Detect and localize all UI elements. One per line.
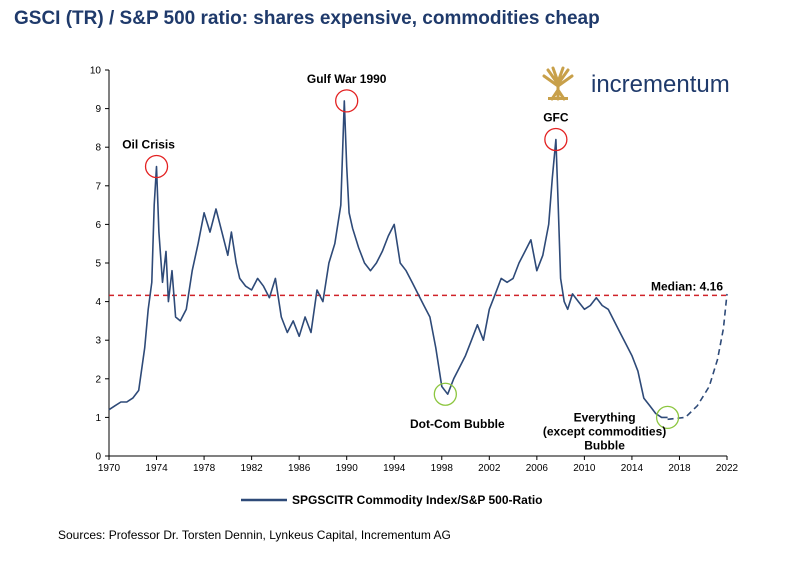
x-tick-label: 1998 [431, 463, 454, 474]
x-tick-label: 2006 [526, 463, 549, 474]
annotation-label-line: (except commodities) [543, 424, 666, 438]
projection-line [667, 293, 728, 421]
y-tick-label: 0 [95, 452, 101, 463]
x-tick-label: 1978 [193, 463, 216, 474]
y-tick-label: 9 [95, 104, 101, 115]
annotation-label: Gulf War 1990 [307, 72, 387, 86]
annotation-label: Dot-Com Bubble [410, 417, 505, 431]
logo: incrementum [542, 66, 730, 101]
annotation-label: Everything (except commodities) Bubble [543, 410, 666, 452]
x-tick-label: 1994 [383, 463, 406, 474]
annotation-circle [144, 154, 169, 179]
y-tick-label: 7 [95, 181, 101, 192]
legend: SPGSCITR Commodity Index/S&P 500-Ratio [241, 493, 543, 507]
series-line [108, 100, 668, 419]
y-tick-label: 2 [95, 374, 101, 385]
x-tick-label: 2022 [716, 463, 739, 474]
chart-title: GSCI (TR) / S&P 500 ratio: shares expens… [14, 8, 600, 29]
annotation-label-line: GFC [543, 110, 569, 124]
annotation-label: Oil Crisis [122, 138, 175, 152]
x-tick-label: 1970 [98, 463, 121, 474]
annotation-label-line: Gulf War 1990 [307, 72, 387, 86]
annotation-label-line: Everything [574, 410, 636, 424]
tree-logo-icon [542, 66, 574, 101]
y-tick-label: 6 [95, 220, 101, 231]
x-tick-label: 1982 [240, 463, 263, 474]
x-tick-label: 2002 [478, 463, 501, 474]
annotation-label-line: Bubble [584, 438, 625, 452]
x-tick-label: 2014 [621, 463, 644, 474]
annotation-label-line: Oil Crisis [122, 138, 175, 152]
y-tick-label: 5 [95, 259, 101, 270]
x-tick-label: 1986 [288, 463, 311, 474]
annotations-group: Oil Crisis Gulf War 1990 GFC Dot-Com Bubble… [122, 72, 680, 452]
annotation-circle [544, 127, 568, 152]
sources-note: Sources: Professor Dr. Torsten Dennin, L… [58, 528, 451, 542]
median-label: Median: 4.16 [651, 279, 723, 293]
y-tick-label: 1 [95, 413, 101, 424]
annotation-label-line: Dot-Com Bubble [410, 417, 505, 431]
y-tick-label: 10 [90, 66, 102, 77]
y-tick-label: 3 [95, 336, 101, 347]
x-tick-label: 1974 [145, 463, 168, 474]
x-tick-label: 2010 [573, 463, 596, 474]
y-tick-label: 8 [95, 143, 101, 154]
annotation-circle [335, 89, 359, 113]
annotation-circle [433, 382, 457, 406]
y-tick-label: 4 [95, 297, 101, 308]
annotation-circle [655, 405, 680, 430]
logo-text: incrementum [591, 71, 730, 98]
legend-label: SPGSCITR Commodity Index/S&P 500-Ratio [292, 493, 543, 507]
axes: 0 1 2 3 4 5 6 7 8 9 10 1970 1974 1978 1982 1986 1990 1994… [90, 66, 739, 475]
x-tick-label: 2018 [668, 463, 691, 474]
annotation-label: GFC [543, 110, 569, 124]
x-tick-label: 1990 [336, 463, 359, 474]
series-group [108, 100, 728, 421]
